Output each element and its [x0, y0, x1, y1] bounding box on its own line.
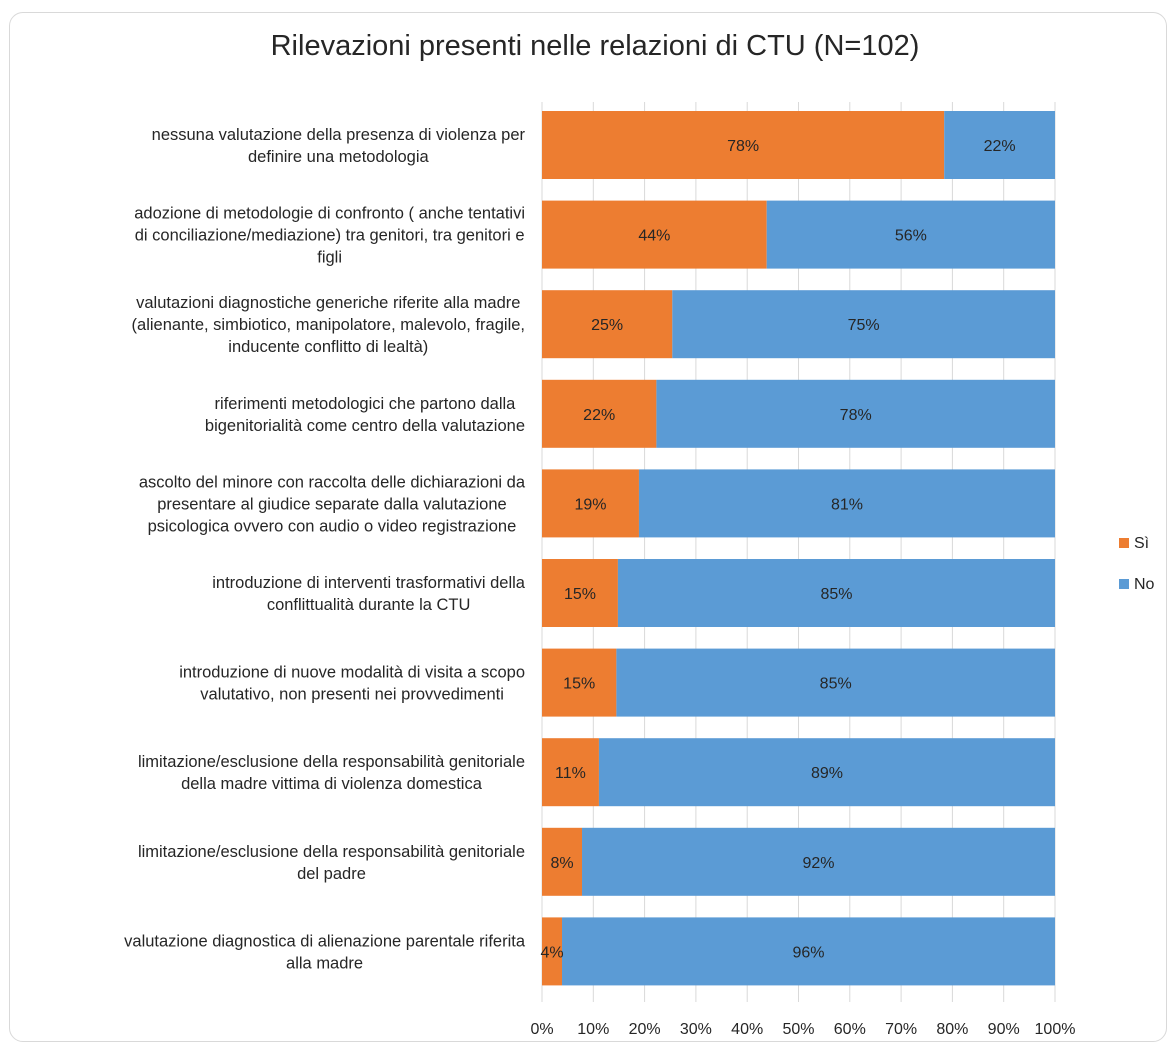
x-tick-label: 30%: [680, 1021, 712, 1038]
category-label: introduzione di interventi trasformativi…: [212, 574, 526, 614]
value-label-si: 8%: [550, 855, 573, 872]
value-labels: 78% 22% 44% 56% 25% 75% 22% 78% 19% 81% 15% 85% 15% 8…: [540, 138, 1015, 961]
category-label-line: nessuna valutazione della presenza di vi…: [152, 126, 526, 144]
category-label: valutazione diagnostica di alienazione p…: [124, 932, 526, 972]
legend-label: No: [1134, 576, 1155, 593]
chart-title: Rilevazioni presenti nelle relazioni di …: [270, 30, 920, 62]
category-label: adozione di metodologie di confronto ( a…: [134, 205, 525, 267]
bars: [542, 111, 1055, 986]
bar-si: [542, 469, 639, 538]
value-label-no: 96%: [792, 944, 824, 961]
value-label-no: 75%: [848, 317, 880, 334]
x-axis-ticks: 0% 10% 20% 30% 40% 50% 60% 70% 80% 90% 100%: [530, 1021, 1075, 1038]
bar-no: [672, 290, 1055, 359]
category-label-line: presentare al giudice separate dalla val…: [157, 495, 506, 513]
bar-si: [542, 200, 767, 269]
bar-no: [582, 827, 1055, 896]
bar-no: [598, 738, 1055, 807]
value-label-no: 81%: [831, 496, 863, 513]
bar-si: [542, 379, 657, 448]
value-label-si: 22%: [583, 407, 615, 424]
legend-swatch: [1119, 538, 1129, 548]
value-label-si: 15%: [564, 586, 596, 603]
category-label-line: definire una metodologia: [248, 148, 430, 166]
x-tick-label: 0%: [530, 1021, 553, 1038]
category-label-line: bigenitorialità come centro della valuta…: [205, 417, 525, 435]
category-label-line: alla madre: [286, 954, 363, 972]
category-label-line: valutazioni diagnostiche generiche rifer…: [136, 294, 520, 312]
category-label: limitazione/esclusione della responsabil…: [138, 843, 525, 883]
bar-si: [542, 738, 599, 807]
bar-si: [542, 648, 617, 717]
bar-no: [656, 379, 1055, 448]
bar-si: [542, 827, 583, 896]
value-label-si: 4%: [540, 944, 563, 961]
legend: Sì No: [1119, 535, 1155, 593]
value-label-no: 89%: [811, 765, 843, 782]
x-tick-label: 50%: [782, 1021, 814, 1038]
category-label-line: riferimenti metodologici che partono dal…: [215, 395, 517, 413]
x-tick-label: 60%: [834, 1021, 866, 1038]
category-label-line: valutativo, non presenti nei provvedimen…: [200, 686, 504, 704]
category-label-line: limitazione/esclusione della responsabil…: [138, 753, 525, 771]
bar-si: [542, 111, 945, 179]
category-label: introduzione di nuove modalità di visita…: [179, 664, 525, 704]
category-label-line: introduzione di nuove modalità di visita…: [179, 664, 525, 682]
value-label-si: 44%: [638, 228, 670, 245]
category-label-line: inducente conflitto di lealtà): [228, 338, 428, 356]
category-label-line: valutazione diagnostica di alienazione p…: [124, 932, 526, 950]
category-label: nessuna valutazione della presenza di vi…: [152, 126, 526, 166]
category-label-line: introduzione di interventi trasformativi…: [212, 574, 526, 592]
category-label-line: del padre: [297, 865, 366, 883]
value-label-si: 11%: [555, 765, 586, 782]
value-label-no: 85%: [820, 586, 852, 603]
bar-no: [616, 648, 1055, 717]
category-label-line: di conciliazione/mediazione) tra genitor…: [135, 227, 525, 245]
category-label-line: della madre vittima di violenza domestic…: [181, 775, 483, 793]
value-label-si: 78%: [727, 138, 759, 155]
legend-swatch: [1119, 579, 1129, 589]
category-label: valutazioni diagnostiche generiche rifer…: [132, 294, 525, 356]
bar-si: [542, 917, 563, 986]
value-label-si: 15%: [563, 676, 595, 693]
category-label-line: psicologica ovvero con audio o video reg…: [148, 517, 517, 535]
value-label-no: 22%: [984, 138, 1016, 155]
value-label-si: 19%: [574, 496, 606, 513]
value-label-no: 78%: [840, 407, 872, 424]
category-label-line: limitazione/esclusione della responsabil…: [138, 843, 525, 861]
legend-label: Sì: [1134, 535, 1149, 552]
bar-no: [562, 917, 1055, 986]
x-tick-label: 10%: [577, 1021, 609, 1038]
x-tick-label: 90%: [988, 1021, 1020, 1038]
category-label-line: (alienante, simbiotico, manipolatore, ma…: [132, 316, 525, 334]
category-label-line: adozione di metodologie di confronto ( a…: [134, 205, 525, 223]
category-label: limitazione/esclusione della responsabil…: [138, 753, 525, 793]
category-labels: nessuna valutazione della presenza di vi…: [124, 126, 526, 972]
value-label-no: 85%: [820, 676, 852, 693]
x-tick-label: 40%: [731, 1021, 763, 1038]
value-label-no: 56%: [895, 228, 927, 245]
x-tick-label: 70%: [885, 1021, 917, 1038]
x-tick-label: 100%: [1035, 1021, 1076, 1038]
bar-si: [542, 559, 618, 627]
value-label-no: 92%: [802, 855, 834, 872]
bar-si: [542, 290, 673, 359]
bar-no: [617, 559, 1055, 627]
bar-no: [638, 469, 1055, 538]
category-label: ascolto del minore con raccolta delle di…: [139, 473, 526, 535]
category-label: riferimenti metodologici che partono dal…: [205, 395, 525, 435]
bar-no: [766, 200, 1055, 269]
x-tick-label: 80%: [936, 1021, 968, 1038]
value-label-si: 25%: [591, 317, 623, 334]
bar-no: [944, 111, 1055, 179]
x-tick-label: 20%: [629, 1021, 661, 1038]
category-label-line: figli: [317, 249, 342, 267]
category-label-line: ascolto del minore con raccolta delle di…: [139, 473, 526, 491]
category-label-line: conflittualità durante la CTU: [267, 596, 471, 614]
